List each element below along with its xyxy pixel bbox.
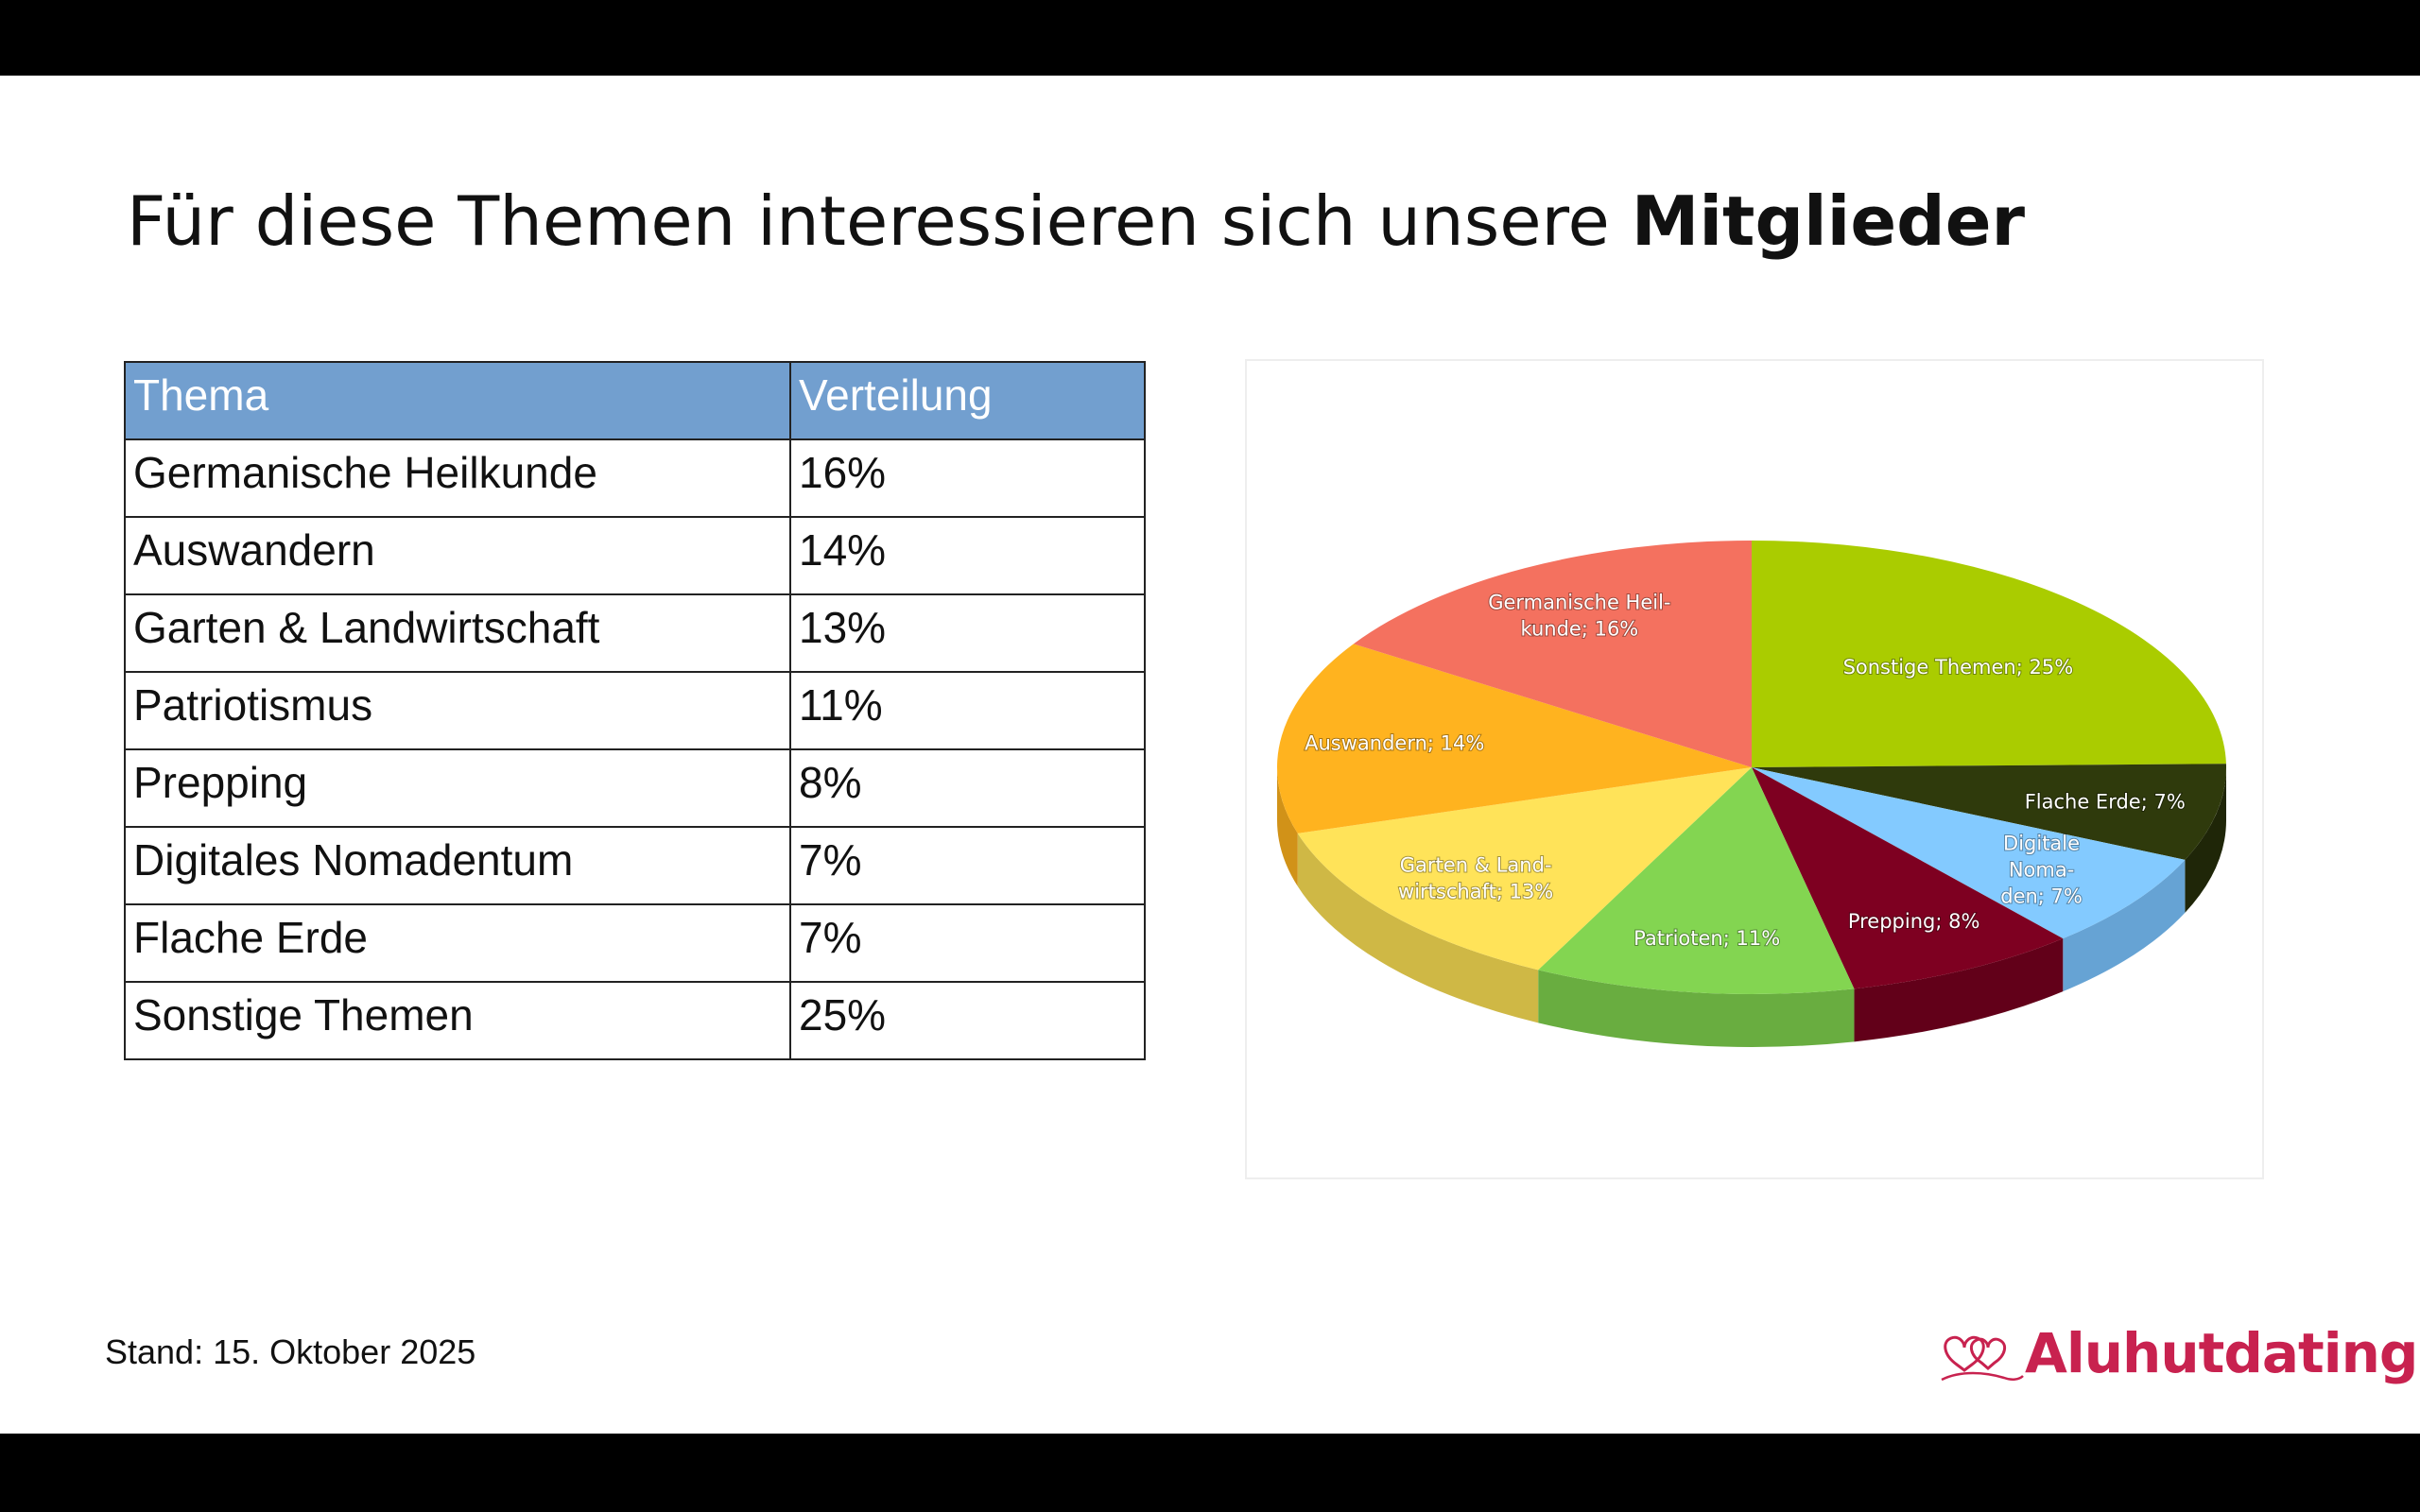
title-regular: Für diese Themen interessieren sich unse… [127,181,1632,261]
table-cell-percent: 13% [789,593,1146,673]
table-row: Auswandern 14% [124,516,1146,595]
pie-data-label: Germanische Heil-kunde; 16% [1488,592,1670,641]
slide-title: Für diese Themen interessieren sich unse… [127,181,2025,261]
table-cell-topic: Auswandern [124,516,791,595]
pie-slice [1752,767,2186,939]
table-header-row: Thema Verteilung [124,361,1146,440]
pie-top [1277,541,2226,994]
pie-slice [1752,764,2226,860]
logo-text: Aluhutdating [2025,1321,2418,1385]
pie-slice [1752,767,2064,989]
table-cell-topic: Patriotismus [124,671,791,750]
table-cell-topic: Prepping [124,748,791,828]
pie-data-label: Sonstige Themen; 25% [1843,656,2074,679]
table-cell-percent: 8% [789,748,1146,828]
pie-chart: Sonstige Themen; 25% Flache Erde; 7% Digit… [1245,359,2264,1179]
pie-data-label: Flache Erde; 7% [2025,791,2186,814]
title-bold: Mitglieder [1631,181,2026,261]
table-cell-topic: Flache Erde [124,903,791,983]
table-row: Prepping 8% [124,748,1146,828]
letterbox-bottom [0,1434,2420,1512]
pie-slice-side [2185,767,2226,913]
aluhutdating-logo: Aluhutdating [1938,1321,2418,1397]
pie-slice [1353,541,1752,767]
table-header-topic: Thema [124,361,791,440]
pie-slice [1297,767,1752,971]
pie-data-label: Garten & Land-wirtschaft; 13% [1398,853,1553,902]
pie-data-label: Patrioten; 11% [1634,927,1780,950]
table-cell-topic: Digitales Nomadentum [124,826,791,905]
table-row: Garten & Landwirtschaft 13% [124,593,1146,673]
pie-data-label: Digitale Noma-den; 7% [2000,833,2083,908]
pie-data-label: Prepping; 8% [1848,910,1980,933]
pie-slice [1752,541,2226,767]
table-row: Digitales Nomadentum 7% [124,826,1146,905]
pie-sides [1277,767,2226,1047]
table-cell-percent: 7% [789,903,1146,983]
table-cell-percent: 25% [789,981,1146,1060]
pie-slice-side [1277,767,1298,886]
pie-slice-side [1297,833,1539,1023]
table-cell-percent: 16% [789,438,1146,518]
hearts-icon [1941,1335,2024,1382]
table-cell-topic: Sonstige Themen [124,981,791,1060]
table-row: Flache Erde 7% [124,903,1146,983]
pie-slice [1277,644,1752,833]
pie-slice-side [1538,970,1855,1047]
topics-table: Thema Verteilung Germanische Heilkunde 16… [124,361,1146,1060]
table-cell-percent: 7% [789,826,1146,905]
pie-data-label: Auswandern; 14% [1305,732,1484,755]
table-cell-percent: 11% [789,671,1146,750]
pie-chart-svg: Sonstige Themen; 25% Flache Erde; 7% Digit… [1277,541,2226,1047]
date-footer: Stand: 15. Oktober 2025 [105,1332,476,1371]
table-row: Patriotismus 11% [124,671,1146,750]
pie-slice [1538,767,1855,994]
pie-slice-side [2063,859,2186,992]
pie-slice-side [1854,938,2064,1042]
table-row: Sonstige Themen 25% [124,981,1146,1060]
letterbox-top [0,0,2420,76]
table-row: Germanische Heilkunde 16% [124,438,1146,518]
pie-labels: Sonstige Themen; 25% Flache Erde; 7% Digit… [1304,591,2187,951]
table-header-distribution: Verteilung [789,361,1146,440]
table-cell-topic: Germanische Heilkunde [124,438,791,518]
table-cell-percent: 14% [789,516,1146,595]
slide: Für diese Themen interessieren sich unse… [0,76,2420,1434]
table-cell-topic: Garten & Landwirtschaft [124,593,791,673]
